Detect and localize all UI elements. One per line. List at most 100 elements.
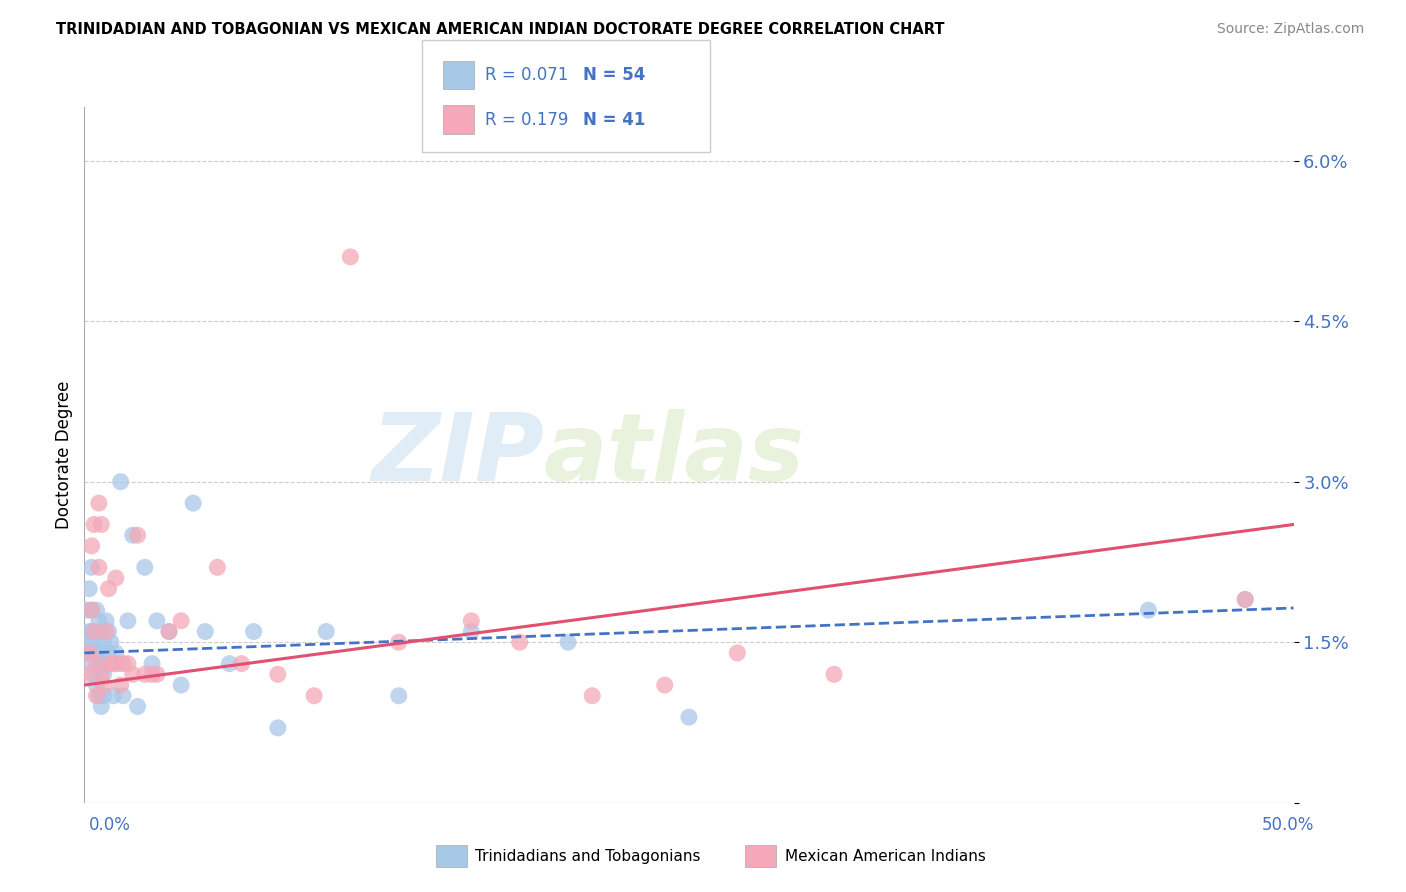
Point xyxy=(509,635,531,649)
Text: ZIP: ZIP xyxy=(371,409,544,501)
Text: Mexican American Indians: Mexican American Indians xyxy=(785,849,986,863)
Point xyxy=(97,582,120,596)
Point xyxy=(83,667,105,681)
Text: R = 0.071: R = 0.071 xyxy=(485,66,568,84)
Point xyxy=(80,603,103,617)
Point xyxy=(86,603,108,617)
Point xyxy=(80,560,103,574)
Text: Source: ZipAtlas.com: Source: ZipAtlas.com xyxy=(1216,22,1364,37)
Point xyxy=(339,250,361,264)
Text: 0.0%: 0.0% xyxy=(89,816,131,834)
Point xyxy=(90,699,112,714)
Point xyxy=(107,657,129,671)
Point xyxy=(103,689,125,703)
Point xyxy=(127,699,149,714)
Point xyxy=(97,646,120,660)
Point xyxy=(77,635,100,649)
Point xyxy=(87,496,110,510)
Point xyxy=(267,721,290,735)
Point xyxy=(117,614,139,628)
Point xyxy=(80,603,103,617)
Point xyxy=(134,560,156,574)
Point xyxy=(1234,592,1257,607)
Point xyxy=(83,624,105,639)
Text: 50.0%: 50.0% xyxy=(1263,816,1315,834)
Point xyxy=(231,657,253,671)
Y-axis label: Doctorate Degree: Doctorate Degree xyxy=(55,381,73,529)
Point xyxy=(94,657,117,671)
Point xyxy=(87,560,110,574)
Point xyxy=(94,614,117,628)
Point xyxy=(127,528,149,542)
Point xyxy=(112,689,135,703)
Point xyxy=(93,678,115,692)
Point xyxy=(76,646,98,660)
Text: Trinidadians and Tobagonians: Trinidadians and Tobagonians xyxy=(475,849,700,863)
Point xyxy=(93,635,115,649)
Point xyxy=(146,667,169,681)
Text: N = 54: N = 54 xyxy=(583,66,645,84)
Point xyxy=(86,689,108,703)
Point xyxy=(97,624,120,639)
Point xyxy=(654,678,676,692)
Point xyxy=(557,635,579,649)
Point xyxy=(86,657,108,671)
Point xyxy=(141,667,163,681)
Point xyxy=(86,646,108,660)
Point xyxy=(218,657,240,671)
Point xyxy=(146,614,169,628)
Text: N = 41: N = 41 xyxy=(583,111,645,128)
Point xyxy=(77,582,100,596)
Point xyxy=(117,657,139,671)
Point xyxy=(104,571,127,585)
Point xyxy=(581,689,603,703)
Point xyxy=(110,678,132,692)
Point xyxy=(134,667,156,681)
Point xyxy=(90,517,112,532)
Point xyxy=(83,635,105,649)
Point xyxy=(725,646,748,660)
Point xyxy=(388,689,411,703)
Point xyxy=(87,689,110,703)
Point xyxy=(823,667,845,681)
Point xyxy=(103,657,125,671)
Point xyxy=(267,667,290,681)
Point xyxy=(170,614,193,628)
Point xyxy=(460,614,482,628)
Point xyxy=(87,646,110,660)
Point xyxy=(1137,603,1160,617)
Point xyxy=(86,678,108,692)
Point xyxy=(90,624,112,639)
Point xyxy=(207,560,229,574)
Point xyxy=(80,657,103,671)
Point xyxy=(181,496,204,510)
Point xyxy=(388,635,411,649)
Point xyxy=(80,539,103,553)
Point xyxy=(194,624,217,639)
Point xyxy=(121,667,143,681)
Text: R = 0.179: R = 0.179 xyxy=(485,111,568,128)
Point xyxy=(112,657,135,671)
Text: atlas: atlas xyxy=(544,409,806,501)
Point xyxy=(121,528,143,542)
Point xyxy=(90,667,112,681)
Point xyxy=(460,624,482,639)
Point xyxy=(157,624,180,639)
Point xyxy=(170,678,193,692)
Point xyxy=(83,517,105,532)
Point xyxy=(110,475,132,489)
Point xyxy=(77,646,100,660)
Point xyxy=(302,689,325,703)
Point xyxy=(104,646,127,660)
Point xyxy=(83,624,105,639)
Point xyxy=(100,657,122,671)
Point xyxy=(315,624,337,639)
Point xyxy=(77,624,100,639)
Point xyxy=(157,624,180,639)
Point xyxy=(141,657,163,671)
Point xyxy=(1234,592,1257,607)
Point xyxy=(76,603,98,617)
Point xyxy=(242,624,264,639)
Point xyxy=(87,614,110,628)
Point xyxy=(93,689,115,703)
